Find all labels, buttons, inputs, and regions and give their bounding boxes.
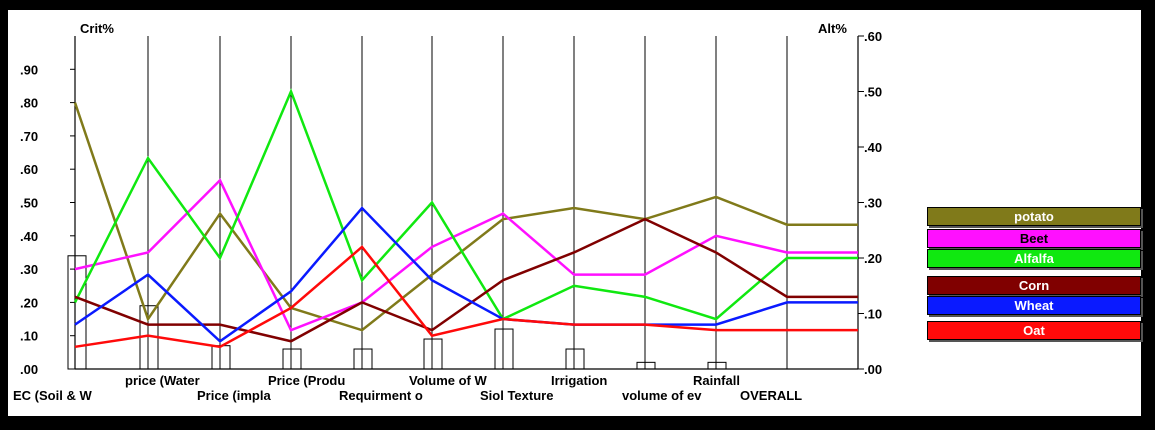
criterion-label: Volume of W xyxy=(409,373,487,388)
series-line-beet xyxy=(74,178,858,332)
series-line-oat xyxy=(74,245,858,349)
criterion-label: Irrigation xyxy=(551,373,607,388)
right-axis-title: Alt% xyxy=(818,21,847,36)
right-tick-label: .40 xyxy=(864,140,882,155)
criterion-label: Requirment o xyxy=(339,388,423,403)
legend-item-potato: potato xyxy=(927,207,1141,226)
criterion-label: Siol Texture xyxy=(480,388,553,403)
left-tick-label: .40 xyxy=(20,229,38,244)
series-line-wheat xyxy=(74,206,858,343)
criterion-bar xyxy=(494,328,514,370)
criterion-label: Price (Produ xyxy=(268,373,345,388)
criterion-bar xyxy=(67,255,87,370)
criteria-weight-bars xyxy=(67,255,727,370)
criterion-bar xyxy=(707,361,727,370)
left-tick-label: .70 xyxy=(20,129,38,144)
axes xyxy=(70,35,864,370)
series-lines xyxy=(73,88,858,349)
criterion-bar xyxy=(423,338,443,370)
legend-item-alfalfa: Alfalfa xyxy=(927,249,1141,268)
legend-item-oat: Oat xyxy=(927,321,1141,340)
axis-labels: .00 .10 .20 .30 .40 .50 .60 .70 .80 .90 .00 .10 .20.… xyxy=(13,21,882,403)
criterion-bar xyxy=(565,348,585,370)
criterion-bar xyxy=(282,348,302,370)
left-tick-label: .80 xyxy=(20,96,38,111)
left-axis-title: Crit% xyxy=(80,21,114,36)
series-line-corn xyxy=(74,217,858,343)
criterion-bar xyxy=(211,345,231,370)
left-tick-label: .20 xyxy=(20,295,38,310)
criterion-label: Rainfall xyxy=(693,373,740,388)
left-tick-label: .50 xyxy=(20,196,38,211)
right-tick-label: .30 xyxy=(864,196,882,211)
criterion-label: OVERALL xyxy=(740,388,802,403)
criterion-label: volume of ev xyxy=(622,388,702,403)
right-tick-label: .50 xyxy=(864,85,882,100)
legend-item-wheat: Wheat xyxy=(927,296,1141,315)
left-tick-label: .60 xyxy=(20,162,38,177)
left-tick-label: .00 xyxy=(20,362,38,377)
criterion-label: EC (Soil & W xyxy=(13,388,92,403)
criterion-label: Price (impla xyxy=(197,388,271,403)
criterion-bar xyxy=(636,361,656,370)
legend-item-corn: Corn xyxy=(927,276,1141,295)
left-tick-label: .90 xyxy=(20,62,38,77)
series-line-alfalfa xyxy=(73,88,858,321)
criterion-bar xyxy=(353,348,373,370)
right-tick-label: .10 xyxy=(864,307,882,322)
series-line-potato xyxy=(73,102,858,332)
left-tick-label: .30 xyxy=(20,262,38,277)
right-tick-label: .20 xyxy=(864,251,882,266)
right-tick-label: .60 xyxy=(864,29,882,44)
left-tick-label: .10 xyxy=(20,329,38,344)
right-tick-label: .00 xyxy=(864,362,882,377)
criterion-label: price (Water xyxy=(125,373,200,388)
legend-item-beet: Beet xyxy=(927,229,1141,248)
